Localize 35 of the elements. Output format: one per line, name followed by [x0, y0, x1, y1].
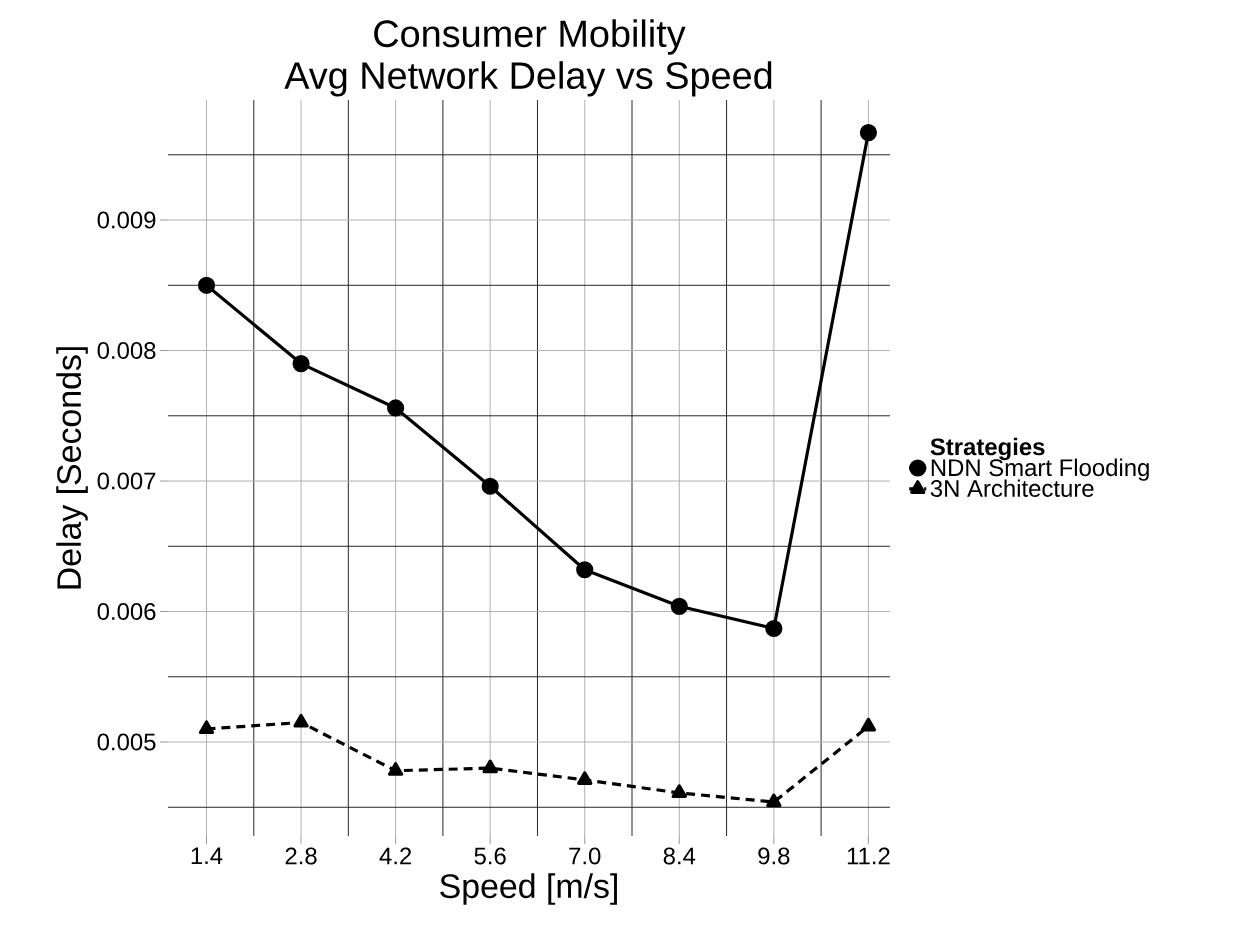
- point: [197, 276, 216, 294]
- point: [292, 354, 310, 373]
- point: [860, 717, 877, 732]
- point: [766, 793, 782, 808]
- x-tick-label: 2.8: [285, 847, 317, 865]
- legend-title: Strategies: [930, 437, 1045, 461]
- y-tick-label: 0.005: [97, 733, 156, 751]
- point: [670, 597, 688, 615]
- y-tick-label: 0.007: [97, 472, 156, 490]
- point: [482, 759, 498, 774]
- point: [671, 784, 687, 799]
- x-axis-title: Speed [m/s]: [440, 873, 617, 905]
- chart-subtitle: Avg Network Delay vs Speed: [284, 61, 772, 97]
- point: [387, 399, 405, 417]
- point: [387, 762, 404, 776]
- x-tick-label: 11.2: [847, 847, 890, 865]
- y-axis-title: Delay [Seconds]: [56, 347, 88, 589]
- x-tick-label: 7.0: [569, 847, 601, 865]
- point: [576, 561, 594, 579]
- x-tick-label: 4.2: [379, 847, 412, 865]
- point: [859, 124, 877, 142]
- y-tick-label: 0.006: [97, 603, 156, 620]
- point: [293, 713, 309, 728]
- x-tick-label: 9.8: [758, 847, 790, 865]
- point: [481, 477, 499, 495]
- chart-title: Consumer Mobility: [374, 19, 686, 55]
- point: [765, 619, 783, 638]
- legend-label: 3N Architecture: [930, 479, 1094, 497]
- x-tick-label: 8.4: [663, 847, 696, 865]
- y-tick-label: 0.009: [97, 211, 156, 229]
- y-tick-label: 0.008: [97, 342, 156, 359]
- x-tick-label: 5.6: [474, 847, 506, 865]
- point: [198, 720, 215, 735]
- point: [577, 771, 593, 785]
- x-tick-label: 1.4: [191, 847, 223, 864]
